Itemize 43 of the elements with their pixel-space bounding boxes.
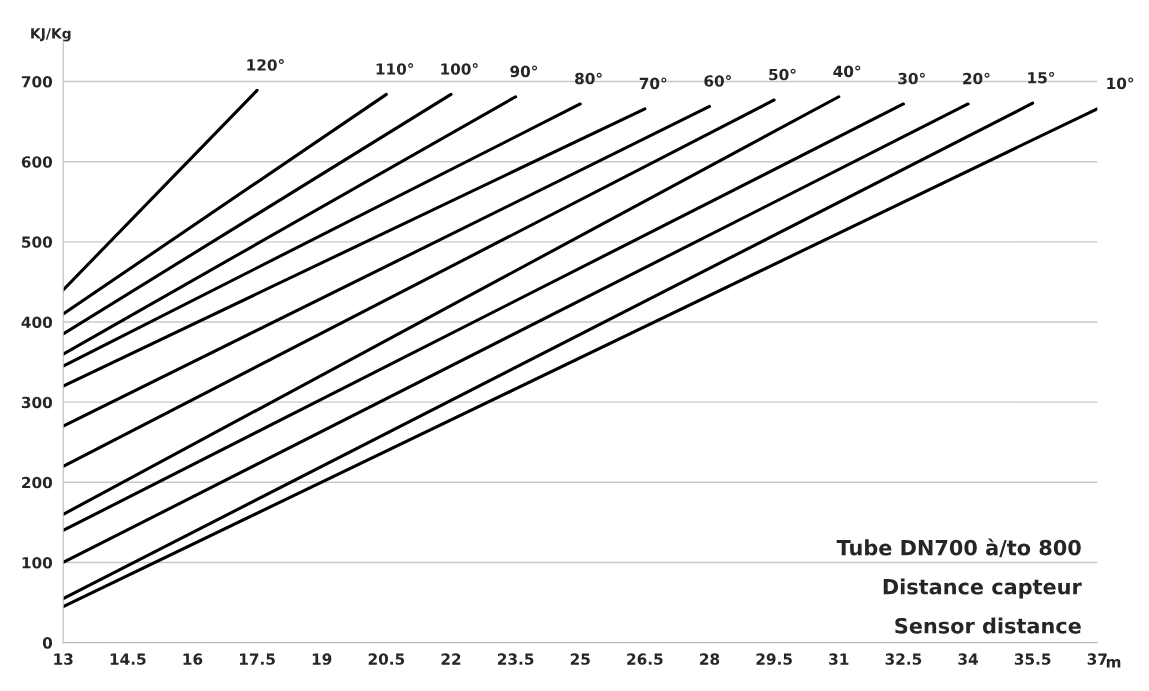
x-axis-title: m [1106,658,1121,668]
series-label: 110° [376,63,414,75]
x-tick-label: 17.5 [239,653,275,665]
x-tick-label: 14.5 [110,653,146,665]
series-label: 10° [1107,77,1134,90]
y-tick-label: 100 [22,556,53,569]
x-tick-label: 28 [700,653,720,665]
y-tick-label: 600 [21,156,53,168]
series-label: 30° [898,72,925,85]
annotation: Sensor distance [895,617,1081,634]
series-label: 120° [247,59,284,71]
y-tick-label: 300 [21,396,53,409]
y-tick-label: 500 [22,236,53,248]
y-tick-label: 0 [42,637,53,649]
series-label: 40° [833,65,861,78]
series-label: 100° [441,63,478,75]
series-label: 60° [704,75,731,87]
x-tick-label: 25 [570,653,590,665]
x-tick-label: 19 [312,653,332,665]
x-tick-label: 23.5 [497,653,534,665]
y-tick-label: 700 [21,76,53,88]
x-tick-label: 29.5 [756,653,792,665]
x-tick-label: 37 [1087,653,1107,665]
series-label: 80° [575,72,602,85]
series-label: 20° [963,72,990,85]
x-tick-label: 20.5 [368,653,405,665]
series-label: 15° [1028,71,1055,84]
annotation: Tube DN700 à/to 800 [836,538,1081,558]
series-label: 90° [510,65,538,78]
series-label: 50° [769,68,796,81]
y-axis-title: KJ/Kg [31,28,71,42]
x-tick-label: 34 [958,653,978,665]
y-tick-label: 200 [22,476,53,489]
annotation: Distance capteur [883,578,1082,599]
x-tick-label: 32.5 [885,653,922,665]
y-tick-label: 400 [21,316,53,329]
x-tick-label: 22 [441,653,461,665]
x-tick-label: 26.5 [627,653,663,665]
x-tick-label: 13 [54,653,73,665]
x-tick-label: 31 [829,653,849,665]
series-label: 70° [639,77,667,90]
x-tick-label: 16 [183,653,203,665]
x-tick-label: 35.5 [1014,653,1051,665]
